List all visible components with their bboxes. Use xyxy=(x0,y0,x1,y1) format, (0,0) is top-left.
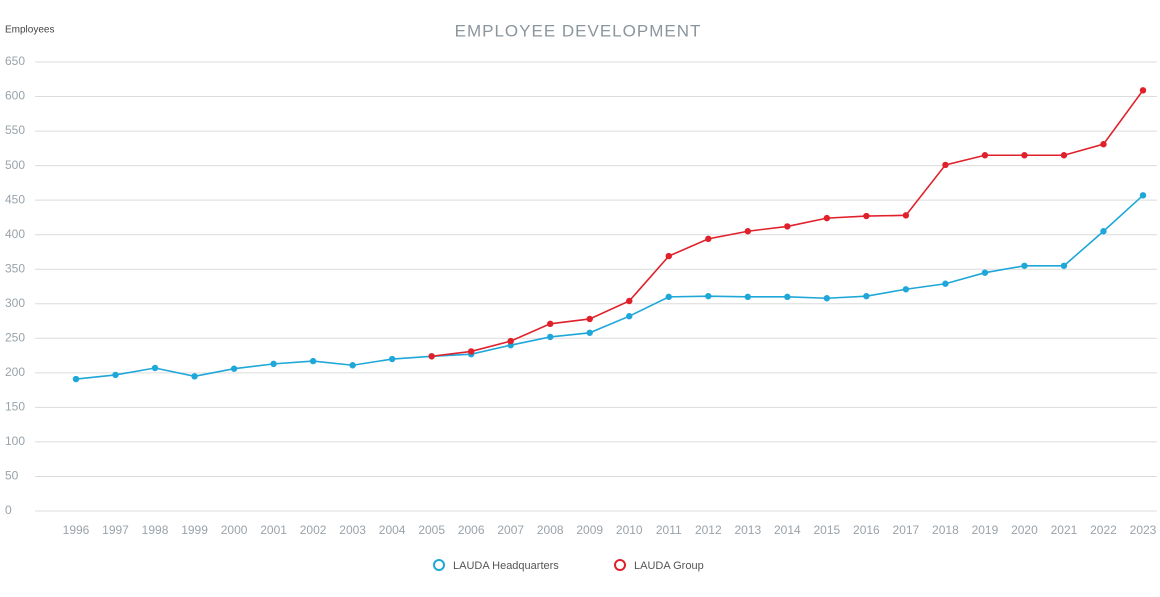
y-axis-title: Employees xyxy=(5,25,54,36)
x-tick-label: 1999 xyxy=(181,523,208,537)
x-tick-label: 2000 xyxy=(221,523,248,537)
data-point xyxy=(665,252,672,260)
data-point xyxy=(665,293,672,301)
x-tick-label: 2009 xyxy=(576,523,603,537)
data-point xyxy=(309,357,317,365)
data-point xyxy=(467,348,475,355)
x-tick-label: 2005 xyxy=(418,523,445,537)
x-tick-label: 1996 xyxy=(63,523,90,537)
x-tick-label: 1998 xyxy=(142,523,169,537)
x-tick-label: 2001 xyxy=(260,523,287,537)
data-point xyxy=(151,364,159,372)
data-point xyxy=(626,297,633,305)
legend-label: LAUDA Group xyxy=(634,560,704,572)
x-tick-label: 2002 xyxy=(300,523,327,537)
data-point xyxy=(705,235,712,243)
x-tick-label: 2016 xyxy=(853,523,880,537)
data-point xyxy=(112,371,119,379)
series-line xyxy=(75,194,1144,380)
x-tick-label: 2018 xyxy=(932,523,959,537)
x-tick-label: 2021 xyxy=(1051,523,1078,537)
y-tick-label: 600 xyxy=(5,89,25,103)
data-point xyxy=(823,295,831,302)
x-tick-label: 2003 xyxy=(339,523,366,537)
y-tick-label: 250 xyxy=(5,330,25,344)
data-point xyxy=(942,161,949,169)
x-tick-label: 2007 xyxy=(497,523,524,537)
x-tick-label: 2023 xyxy=(1130,523,1157,537)
data-point xyxy=(1021,152,1028,159)
y-tick-label: 350 xyxy=(5,261,25,275)
data-point xyxy=(705,292,712,300)
data-point xyxy=(270,360,277,368)
y-tick-label: 50 xyxy=(5,469,19,483)
data-point xyxy=(547,320,554,328)
chart-title: EMPLOYEE DEVELOPMENT xyxy=(455,21,702,40)
legend-marker xyxy=(614,559,626,571)
legend-label: LAUDA Headquarters xyxy=(453,560,559,572)
x-tick-label: 2019 xyxy=(972,523,999,537)
x-tick-label: 1997 xyxy=(102,523,129,537)
data-point xyxy=(428,353,435,360)
x-tick-label: 2008 xyxy=(537,523,564,537)
data-point xyxy=(1021,262,1028,269)
data-point xyxy=(744,293,752,301)
y-tick-label: 550 xyxy=(5,123,25,137)
x-tick-label: 2006 xyxy=(458,523,485,537)
data-point xyxy=(902,286,910,293)
x-tick-label: 2014 xyxy=(774,523,801,537)
x-tick-label: 2022 xyxy=(1090,523,1117,537)
legend-marker xyxy=(433,559,445,571)
x-tick-label: 2011 xyxy=(656,523,682,537)
data-point xyxy=(981,152,989,159)
data-point xyxy=(230,365,238,372)
y-tick-label: 100 xyxy=(5,434,25,448)
data-point xyxy=(902,212,910,219)
y-tick-label: 150 xyxy=(5,400,25,414)
y-tick-label: 200 xyxy=(5,365,25,379)
x-tick-label: 2013 xyxy=(734,523,761,537)
y-tick-label: 450 xyxy=(5,192,25,206)
x-tick-label: 2015 xyxy=(814,523,841,537)
x-tick-label: 2020 xyxy=(1011,523,1038,537)
data-point xyxy=(1100,228,1107,235)
data-point xyxy=(586,329,593,336)
data-point xyxy=(1060,152,1068,159)
data-point xyxy=(784,223,791,230)
y-tick-label: 300 xyxy=(5,296,25,310)
data-point xyxy=(784,293,791,301)
data-point xyxy=(1060,262,1068,269)
data-point xyxy=(863,292,870,300)
data-point xyxy=(1139,87,1147,94)
x-tick-label: 2010 xyxy=(616,523,643,537)
data-point xyxy=(1100,141,1107,148)
x-tick-label: 2004 xyxy=(379,523,406,537)
data-point xyxy=(942,280,949,287)
y-tick-label: 0 xyxy=(5,503,12,517)
data-point xyxy=(744,228,752,235)
data-point xyxy=(626,313,633,320)
data-point xyxy=(863,212,870,220)
data-point xyxy=(72,375,80,383)
data-point xyxy=(388,355,396,363)
data-point xyxy=(349,362,356,369)
data-point xyxy=(507,337,514,345)
data-point xyxy=(1139,192,1147,199)
data-point xyxy=(823,214,831,222)
y-tick-label: 400 xyxy=(5,227,25,241)
data-point xyxy=(191,373,198,380)
x-tick-label: 2012 xyxy=(695,523,722,537)
data-point xyxy=(586,315,593,323)
x-tick-label: 2017 xyxy=(893,523,920,537)
data-point xyxy=(981,269,989,276)
y-tick-label: 650 xyxy=(5,54,25,68)
data-point xyxy=(547,333,554,341)
y-tick-label: 500 xyxy=(5,158,25,172)
